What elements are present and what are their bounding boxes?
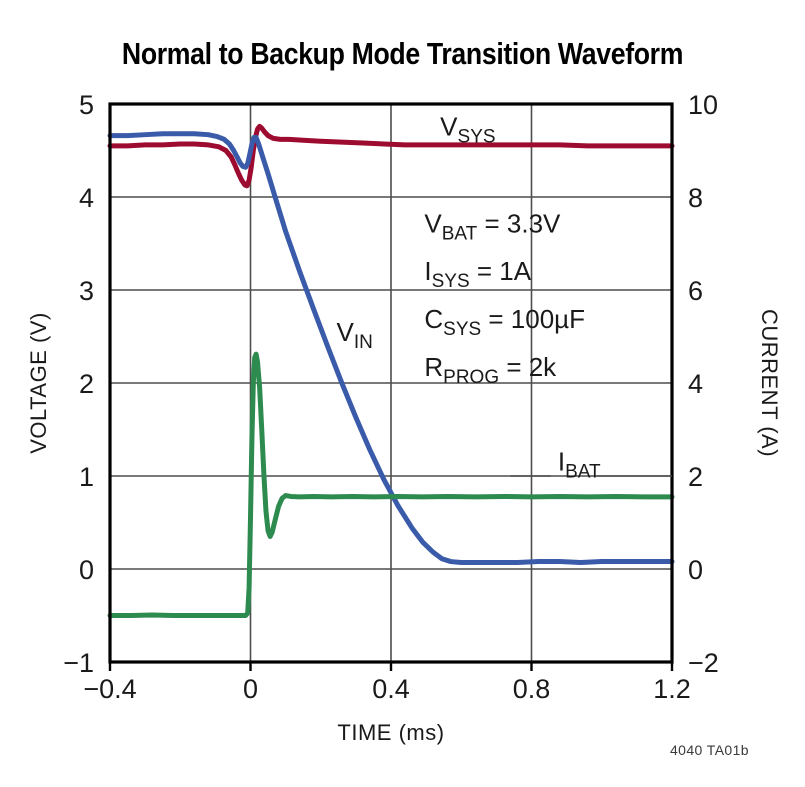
series-label-vin: VIN xyxy=(337,317,373,353)
series-label-ibat: IBAT xyxy=(558,446,601,482)
y-left-tick-label: 0 xyxy=(79,555,94,585)
x-axis-title: TIME (ms) xyxy=(337,720,444,745)
page-title: Normal to Backup Mode Transition Wavefor… xyxy=(121,36,684,71)
x-tick-label: 1.2 xyxy=(653,674,691,704)
figure-caption: 4040 TA01b xyxy=(670,742,749,758)
y-left-tick-label: 5 xyxy=(79,90,94,120)
annotation-line-2: CSYS = 100µF xyxy=(424,304,585,340)
y-left-tick-label: 2 xyxy=(79,369,94,399)
y-left-tick-label: 4 xyxy=(79,183,94,213)
annotation-line-3: RPROG = 2k xyxy=(424,352,557,388)
x-tick-label: −0.4 xyxy=(83,674,136,704)
y-right-tick-label: 2 xyxy=(688,462,703,492)
y-left-tick-label: 3 xyxy=(79,276,94,306)
y-left-tick-label: −1 xyxy=(63,648,94,678)
annotations-group: VSYS VIN IBAT VBAT = 3.3V ISYS = 1A CSYS = 10… xyxy=(337,112,672,482)
y-right-tick-label: 10 xyxy=(688,90,718,120)
x-tick-label: 0.4 xyxy=(372,674,410,704)
annotation-line-1: ISYS = 1A xyxy=(424,256,531,292)
y-right-axis-title: CURRENT (A) xyxy=(757,309,782,457)
y-right-tick-label: 8 xyxy=(688,183,703,213)
x-tick-label: 0.8 xyxy=(513,674,551,704)
plot-frame-group xyxy=(108,102,674,671)
trace-vin xyxy=(107,131,675,565)
trace-vsys xyxy=(107,123,675,189)
annotation-line-0: VBAT = 3.3V xyxy=(424,208,561,244)
gridlines-group xyxy=(110,104,672,662)
y-right-tick-label: −2 xyxy=(688,648,719,678)
trace-ibat xyxy=(107,351,675,618)
y-right-tick-label: 6 xyxy=(688,276,703,306)
y-left-axis-title: VOLTAGE (V) xyxy=(26,312,51,454)
traces-group xyxy=(107,123,675,618)
x-tick-label: 0 xyxy=(243,674,258,704)
series-label-vsys: VSYS xyxy=(440,112,495,148)
y-right-tick-label: 4 xyxy=(688,369,703,399)
y-left-tick-label: 1 xyxy=(79,462,94,492)
y-right-tick-label: 0 xyxy=(688,555,703,585)
